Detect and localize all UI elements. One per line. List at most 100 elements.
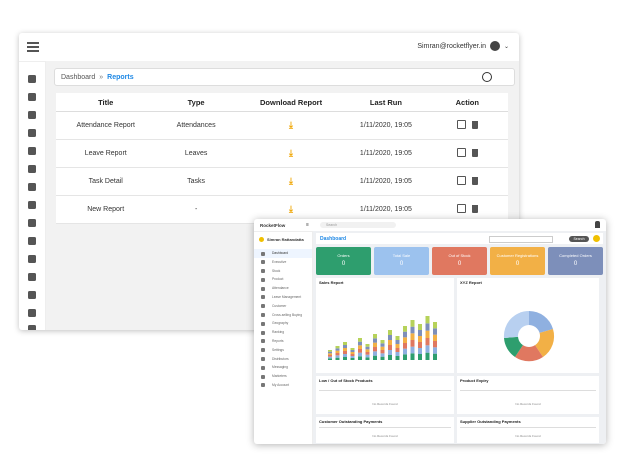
edit-icon[interactable]: [456, 176, 466, 185]
search-input[interactable]: Search: [320, 222, 396, 228]
sidebar-item[interactable]: Settings: [254, 346, 312, 355]
chart-bar-segment: [328, 353, 332, 355]
chart-bar-segment: [388, 355, 392, 360]
panel-title: Supplier Outstanding Payments: [460, 419, 521, 424]
download-icon[interactable]: ⤓: [289, 120, 294, 130]
chart-bar-segment: [365, 344, 370, 347]
row-type: -: [155, 195, 237, 224]
trash-icon[interactable]: [471, 120, 478, 129]
grid-icon[interactable]: [28, 129, 36, 137]
calendar-icon[interactable]: [28, 165, 36, 173]
chart-bar-segment: [335, 355, 340, 358]
top-bar: Simran@rocketflyer.in ⌄: [19, 33, 519, 62]
search-icon[interactable]: [482, 72, 492, 82]
sidebar-item[interactable]: Stock: [254, 267, 312, 276]
breadcrumb-dashboard[interactable]: Dashboard: [61, 73, 96, 81]
chart-bar-segment: [343, 342, 347, 345]
edit-icon[interactable]: [456, 148, 466, 157]
sidebar-item[interactable]: Leave Management: [254, 293, 312, 302]
gear-icon[interactable]: [28, 273, 36, 281]
stat-card[interactable]: Total Sale 0: [374, 247, 429, 275]
menu-icon[interactable]: ≡: [306, 222, 309, 228]
location-icon[interactable]: [28, 237, 36, 245]
chart-bar-segment: [373, 351, 377, 356]
xyz-report-panel: XYZ Report: [457, 278, 599, 373]
sidebar-item[interactable]: Ranking: [254, 328, 312, 337]
stack-icon[interactable]: [28, 111, 36, 119]
trash-icon[interactable]: [471, 148, 478, 157]
chart-bar-segment: [335, 353, 340, 356]
chart-bar-segment: [425, 352, 430, 360]
people-icon[interactable]: [28, 219, 36, 227]
team-icon[interactable]: [28, 183, 36, 191]
sidebar-item[interactable]: My Account: [254, 381, 312, 390]
chart-bar-segment: [328, 355, 332, 357]
date-range-input[interactable]: [489, 236, 553, 243]
dashboard-icon[interactable]: [28, 75, 36, 83]
stat-card[interactable]: Orders 0: [316, 247, 371, 275]
stat-card[interactable]: Customer Registrations 0: [490, 247, 545, 275]
chart-bar-segment: [380, 346, 385, 350]
chart-bar-segment: [395, 336, 400, 340]
chart-icon[interactable]: [28, 255, 36, 263]
bell-icon[interactable]: [595, 221, 600, 228]
sidebar-item[interactable]: Marketers: [254, 372, 312, 381]
search-button[interactable]: Search: [569, 235, 589, 242]
column-header: Action: [426, 93, 508, 112]
chart-bar-segment: [403, 326, 407, 332]
edit-icon[interactable]: [456, 120, 466, 129]
row-last-run: 1/11/2020, 19:05: [345, 111, 427, 140]
stat-card[interactable]: Out of Stock 0: [432, 247, 487, 275]
bag-icon[interactable]: [28, 147, 36, 155]
person-search-icon[interactable]: [28, 291, 36, 299]
sidebar-item[interactable]: Dashboard: [254, 249, 312, 258]
users-icon[interactable]: [28, 325, 36, 330]
supplier-payments-panel: Supplier Outstanding Payments No Records…: [457, 417, 599, 443]
column-header: Last Run: [345, 93, 427, 112]
empty-message: No Records Found: [372, 402, 398, 406]
chart-bar-segment: [350, 354, 355, 356]
table-row: Leave Report Leaves ⤓ 1/11/2020, 19:05: [56, 139, 508, 168]
chart-bar-segment: [380, 343, 385, 347]
customer-payments-panel: Customer Outstanding Payments No Records…: [316, 417, 454, 443]
product-expiry-panel: Product Expiry No Records Found: [457, 376, 599, 414]
edit-icon[interactable]: [456, 204, 466, 213]
sidebar-item[interactable]: Customer: [254, 302, 312, 311]
sidebar-item[interactable]: Reports: [254, 337, 312, 346]
trash-icon[interactable]: [471, 204, 478, 213]
chart-bar-segment: [380, 356, 385, 360]
card-value: 0: [341, 261, 346, 267]
menu-icon[interactable]: [27, 42, 39, 52]
chart-bar-segment: [365, 349, 370, 352]
dashboard-header: Dashboard Search: [316, 233, 603, 244]
download-icon[interactable]: ⤓: [289, 148, 294, 158]
chart-bar-segment: [403, 343, 407, 349]
dashboard-main: Dashboard Search Orders 0 Total Sale 0 Out…: [313, 231, 606, 444]
download-icon[interactable]: ⤓: [289, 176, 294, 186]
chat-icon[interactable]: [28, 309, 36, 317]
sidebar-item[interactable]: Geography: [254, 319, 312, 328]
add-button[interactable]: [593, 235, 600, 242]
user-profile[interactable]: Simran Rattandatta: [259, 237, 304, 242]
sidebar-item[interactable]: Executive: [254, 258, 312, 267]
stat-card[interactable]: Completed Orders 0: [548, 247, 603, 275]
trash-icon[interactable]: [471, 176, 478, 185]
stat-cards: Orders 0 Total Sale 0 Out of Stock 0 Custom…: [316, 247, 603, 275]
sidebar-item[interactable]: Distributors: [254, 355, 312, 364]
chart-bar-segment: [395, 344, 400, 348]
divider: [460, 390, 596, 391]
sidebar-item[interactable]: Attendance: [254, 284, 312, 293]
sales-bar-chart: [328, 316, 437, 360]
chart-bar-segment: [343, 348, 347, 351]
divider: [319, 390, 451, 391]
user-icon[interactable]: [28, 93, 36, 101]
box-icon[interactable]: [28, 201, 36, 209]
sidebar-item[interactable]: Product: [254, 275, 312, 284]
download-icon[interactable]: ⤓: [289, 204, 294, 214]
user-menu[interactable]: Simran@rocketflyer.in ⌄: [417, 41, 509, 51]
breadcrumb: Dashboard » Reports +: [54, 68, 515, 86]
sidebar-item[interactable]: Messaging: [254, 363, 312, 372]
sidebar-item[interactable]: Cross-selling Buying: [254, 311, 312, 320]
chart-bar-segment: [380, 350, 385, 354]
chart-bar-segment: [395, 340, 400, 344]
